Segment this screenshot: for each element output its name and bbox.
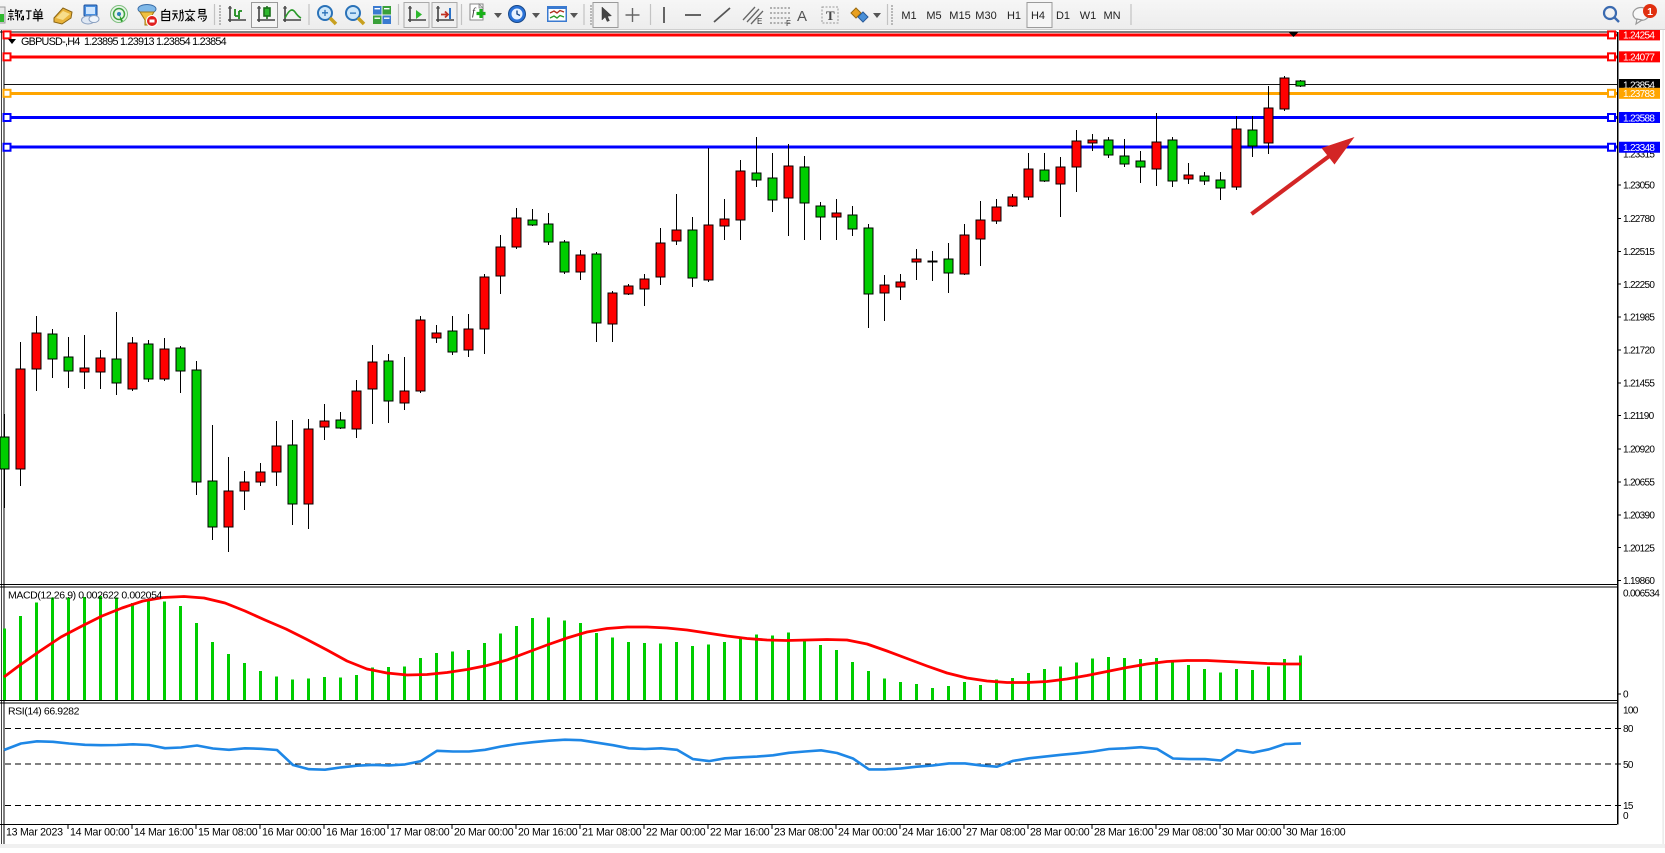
svg-text:1.24077: 1.24077: [1623, 53, 1655, 64]
svg-text:M15: M15: [949, 10, 970, 22]
svg-text:1.23854: 1.23854: [1623, 80, 1655, 91]
svg-text:+: +: [321, 6, 328, 20]
svg-text:100: 100: [1623, 706, 1639, 717]
svg-text:23 Mar 08:00: 23 Mar 08:00: [774, 827, 834, 839]
svg-text:30 Mar 00:00: 30 Mar 00:00: [1222, 827, 1282, 839]
svg-text:0.006534: 0.006534: [1623, 589, 1660, 600]
svg-text:1.20655: 1.20655: [1623, 478, 1655, 489]
svg-text:28 Mar 00:00: 28 Mar 00:00: [1030, 827, 1090, 839]
svg-text:16 Mar 00:00: 16 Mar 00:00: [262, 827, 322, 839]
svg-text:14 Mar 16:00: 14 Mar 16:00: [134, 827, 194, 839]
svg-text:0: 0: [1623, 690, 1629, 701]
svg-text:30 Mar 16:00: 30 Mar 16:00: [1286, 827, 1346, 839]
svg-text:A: A: [797, 8, 807, 25]
svg-text:1.23588: 1.23588: [1623, 113, 1655, 124]
svg-text:MN: MN: [1103, 10, 1120, 22]
svg-text:RSI(14) 66.9282: RSI(14) 66.9282: [8, 706, 80, 718]
svg-text:1.20125: 1.20125: [1623, 543, 1655, 554]
svg-text:24 Mar 00:00: 24 Mar 00:00: [838, 827, 898, 839]
svg-text:27 Mar 08:00: 27 Mar 08:00: [966, 827, 1026, 839]
svg-text:M30: M30: [975, 10, 996, 22]
svg-text:80: 80: [1623, 724, 1634, 735]
svg-text:20 Mar 00:00: 20 Mar 00:00: [454, 827, 514, 839]
svg-text:E: E: [757, 17, 762, 26]
svg-text:W1: W1: [1080, 10, 1097, 22]
svg-text:22 Mar 00:00: 22 Mar 00:00: [646, 827, 706, 839]
svg-text:20 Mar 16:00: 20 Mar 16:00: [518, 827, 578, 839]
svg-text:15: 15: [1623, 801, 1634, 812]
svg-text:M1: M1: [901, 10, 916, 22]
svg-text:16 Mar 16:00: 16 Mar 16:00: [326, 827, 386, 839]
svg-text:1.20920: 1.20920: [1623, 445, 1655, 456]
svg-text:15 Mar 08:00: 15 Mar 08:00: [198, 827, 258, 839]
svg-text:GBPUSD-,H4 1.23895 1.23913 1.: GBPUSD-,H4 1.23895 1.23913 1.23854 1.238…: [21, 36, 227, 48]
svg-text:1.19860: 1.19860: [1623, 576, 1655, 587]
svg-text:1: 1: [1647, 6, 1653, 18]
svg-text:50: 50: [1623, 760, 1634, 771]
svg-text:M5: M5: [926, 10, 941, 22]
svg-text:13 Mar 2023: 13 Mar 2023: [6, 827, 63, 839]
svg-text:1.21190: 1.21190: [1623, 411, 1655, 422]
svg-text:24 Mar 16:00: 24 Mar 16:00: [902, 827, 962, 839]
svg-text:14 Mar 00:00: 14 Mar 00:00: [70, 827, 130, 839]
svg-text:1.21985: 1.21985: [1623, 313, 1655, 324]
svg-text:H4: H4: [1031, 10, 1045, 22]
svg-text:F: F: [786, 19, 791, 28]
svg-text:1.24254: 1.24254: [1623, 31, 1655, 42]
svg-text:22 Mar 16:00: 22 Mar 16:00: [710, 827, 770, 839]
svg-text:H1: H1: [1007, 10, 1021, 22]
svg-text:1.21720: 1.21720: [1623, 346, 1655, 357]
svg-text:1.23315: 1.23315: [1623, 150, 1655, 161]
svg-text:MACD(12,26,9) 0.002622 0.00205: MACD(12,26,9) 0.002622 0.002054: [8, 590, 163, 602]
svg-text:28 Mar 16:00: 28 Mar 16:00: [1094, 827, 1154, 839]
svg-text:f: f: [472, 6, 477, 18]
svg-text:1.21455: 1.21455: [1623, 378, 1655, 389]
svg-text:0: 0: [1623, 811, 1629, 822]
svg-text:1.22250: 1.22250: [1623, 280, 1655, 291]
svg-text:29 Mar 08:00: 29 Mar 08:00: [1158, 827, 1218, 839]
svg-text:1.23348: 1.23348: [1623, 143, 1655, 154]
svg-text:1.23783: 1.23783: [1623, 89, 1655, 100]
svg-text:D1: D1: [1056, 10, 1070, 22]
svg-text:17 Mar 08:00: 17 Mar 08:00: [390, 827, 450, 839]
svg-text:1.23050: 1.23050: [1623, 181, 1655, 192]
svg-text:1.22515: 1.22515: [1623, 247, 1655, 258]
svg-text:−: −: [349, 6, 356, 20]
svg-text:1.20390: 1.20390: [1623, 510, 1655, 521]
svg-text:21 Mar 08:00: 21 Mar 08:00: [582, 827, 642, 839]
svg-text:1.22780: 1.22780: [1623, 214, 1655, 225]
svg-text:T: T: [826, 8, 835, 23]
